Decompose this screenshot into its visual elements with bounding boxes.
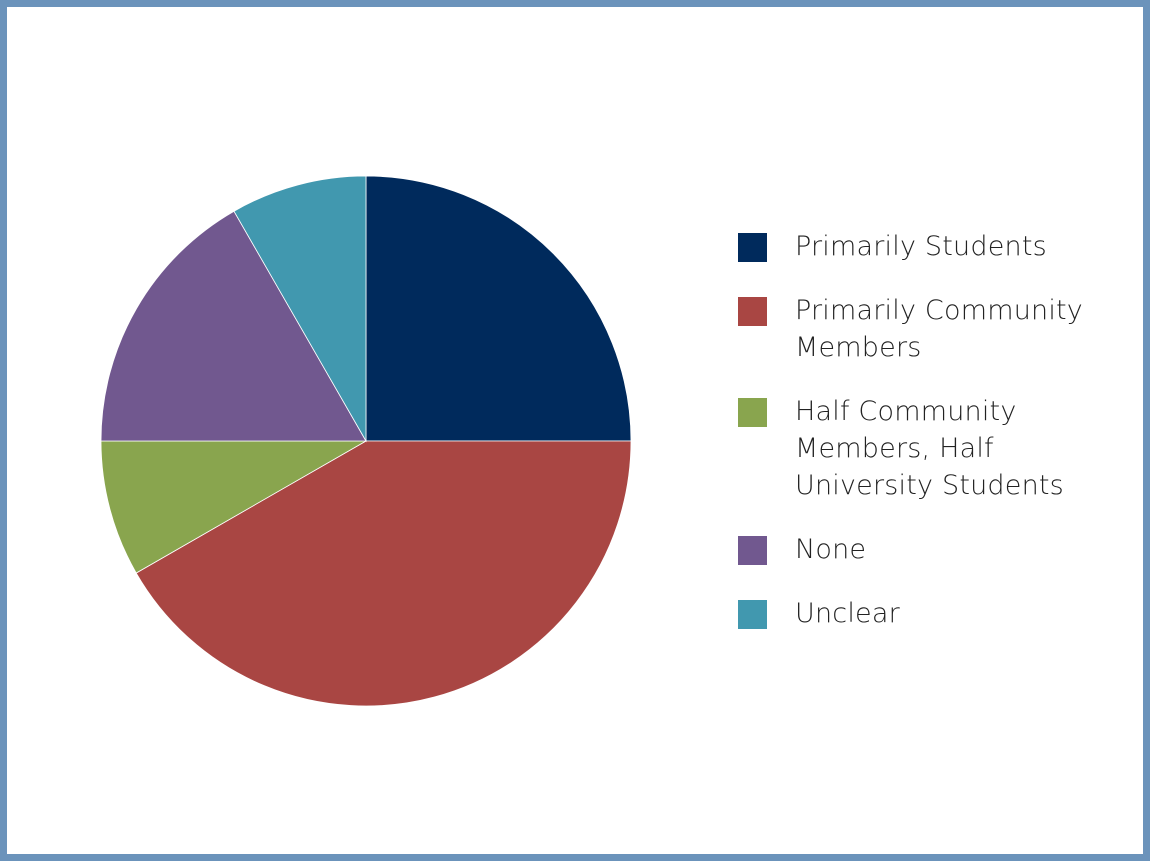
legend-label-primarily-students: Primarily Students [795, 231, 1047, 262]
pie-slice-unclear [233, 175, 367, 443]
pie-slice-primarily-community-members [135, 440, 632, 707]
legend-swatch-none [738, 536, 767, 565]
legend-swatch-primarily-community-members [738, 297, 767, 326]
legend: Primarily Students Primarily Community M… [738, 228, 1128, 659]
legend-item-half-community-half-students: Half Community Members, Half University … [738, 393, 1128, 504]
legend-item-primarily-community-members: Primarily Community Members [738, 292, 1128, 366]
legend-item-none: None [738, 531, 1128, 568]
pie-chart [100, 175, 632, 707]
legend-label-none: None [795, 534, 867, 565]
legend-label-unclear: Unclear [795, 598, 900, 629]
pie-slice-half-community-members-half-university-students [100, 440, 368, 574]
legend-item-primarily-students: Primarily Students [738, 228, 1128, 265]
legend-item-unclear: Unclear [738, 595, 1128, 632]
legend-label-primarily-community-members: Primarily Community Members [795, 295, 1083, 363]
pie-slice-primarily-students [365, 175, 632, 442]
legend-swatch-primarily-students [738, 233, 767, 262]
legend-swatch-unclear [738, 600, 767, 629]
legend-swatch-half-community-half-students [738, 398, 767, 427]
pie-slice-none [100, 210, 367, 442]
legend-label-half-community-half-students: Half Community Members, Half University … [795, 396, 1064, 501]
